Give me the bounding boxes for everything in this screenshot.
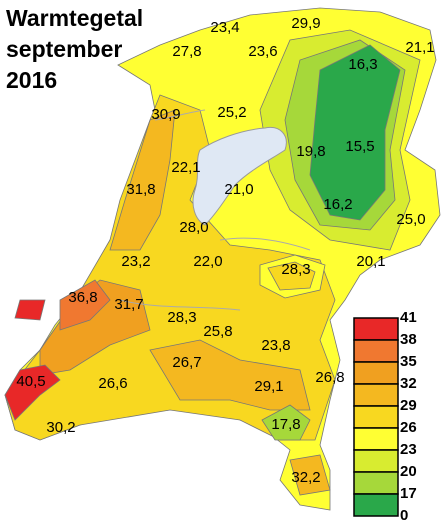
value-label: 26,8 bbox=[315, 369, 344, 386]
value-label: 26,7 bbox=[172, 354, 201, 371]
zone bbox=[267, 261, 316, 291]
legend-swatch bbox=[353, 427, 399, 451]
legend-swatch bbox=[353, 493, 399, 517]
value-label: 17,8 bbox=[271, 416, 300, 433]
value-label: 15,5 bbox=[345, 138, 374, 155]
zone bbox=[14, 299, 46, 321]
zone bbox=[59, 279, 111, 331]
legend-tick-label: 35 bbox=[400, 353, 417, 370]
zone bbox=[261, 404, 311, 441]
legend-swatch bbox=[353, 339, 399, 363]
value-label: 28,0 bbox=[179, 219, 208, 236]
value-label: 28,3 bbox=[167, 309, 196, 326]
value-label: 29,1 bbox=[254, 378, 283, 395]
value-label: 25,0 bbox=[396, 211, 425, 228]
value-label: 21,1 bbox=[405, 39, 434, 56]
zone bbox=[309, 44, 401, 221]
value-label: 19,8 bbox=[296, 143, 325, 160]
value-label: 23,8 bbox=[261, 337, 290, 354]
legend-tick-label: 38 bbox=[400, 331, 417, 348]
value-label: 40,5 bbox=[16, 373, 45, 390]
legend-tick-label: 26 bbox=[400, 419, 417, 436]
legend-swatch bbox=[353, 317, 399, 341]
legend-swatch bbox=[353, 449, 399, 473]
map-zones bbox=[4, 7, 441, 511]
value-label: 16,2 bbox=[323, 196, 352, 213]
zone bbox=[4, 364, 61, 421]
title-line: september bbox=[6, 36, 122, 62]
legend: 41 38 35 32 29 26 23 20 17 0 bbox=[353, 309, 417, 524]
value-label: 23,2 bbox=[121, 253, 150, 270]
value-label: 30,9 bbox=[151, 106, 180, 123]
value-label: 28,3 bbox=[281, 261, 310, 278]
legend-swatch bbox=[353, 471, 399, 495]
legend-tick-label: 29 bbox=[400, 397, 417, 414]
value-label: 31,7 bbox=[114, 296, 143, 313]
value-label: 23,6 bbox=[248, 43, 277, 60]
value-label: 25,2 bbox=[217, 104, 246, 121]
value-label: 25,8 bbox=[203, 323, 232, 340]
zone bbox=[289, 454, 331, 496]
value-label: 26,6 bbox=[98, 375, 127, 392]
legend-tick-label: 20 bbox=[400, 463, 417, 480]
value-label: 21,0 bbox=[224, 181, 253, 198]
value-label: 23,4 bbox=[210, 19, 239, 36]
value-label: 16,3 bbox=[348, 56, 377, 73]
legend-swatch bbox=[353, 361, 399, 385]
legend-tick-label: 41 bbox=[400, 309, 417, 326]
legend-tick-label: 32 bbox=[400, 375, 417, 392]
zone bbox=[109, 109, 176, 251]
legend-tick-label: 23 bbox=[400, 441, 417, 458]
value-label: 31,8 bbox=[126, 181, 155, 198]
rivers bbox=[119, 109, 311, 311]
legend-swatch bbox=[353, 405, 399, 429]
title-line: Warmtegetal bbox=[6, 5, 143, 31]
value-label: 30,2 bbox=[46, 419, 75, 436]
value-label: 32,2 bbox=[291, 469, 320, 486]
value-label: 20,1 bbox=[356, 253, 385, 270]
value-labels: 23,4 29,9 27,8 23,6 21,1 16,3 30,9 25,2 19,8 15,5… bbox=[16, 15, 434, 486]
value-label: 29,9 bbox=[291, 15, 320, 32]
value-label: 22,1 bbox=[171, 159, 200, 176]
value-label: 36,8 bbox=[68, 289, 97, 306]
value-label: 22,0 bbox=[193, 253, 222, 270]
zone bbox=[149, 339, 311, 411]
title-line: 2016 bbox=[6, 67, 57, 93]
legend-swatch bbox=[353, 383, 399, 407]
value-label: 27,8 bbox=[172, 43, 201, 60]
legend-tick-label: 17 bbox=[400, 485, 417, 502]
legend-tick-label: 0 bbox=[400, 507, 408, 524]
lake bbox=[192, 126, 287, 226]
